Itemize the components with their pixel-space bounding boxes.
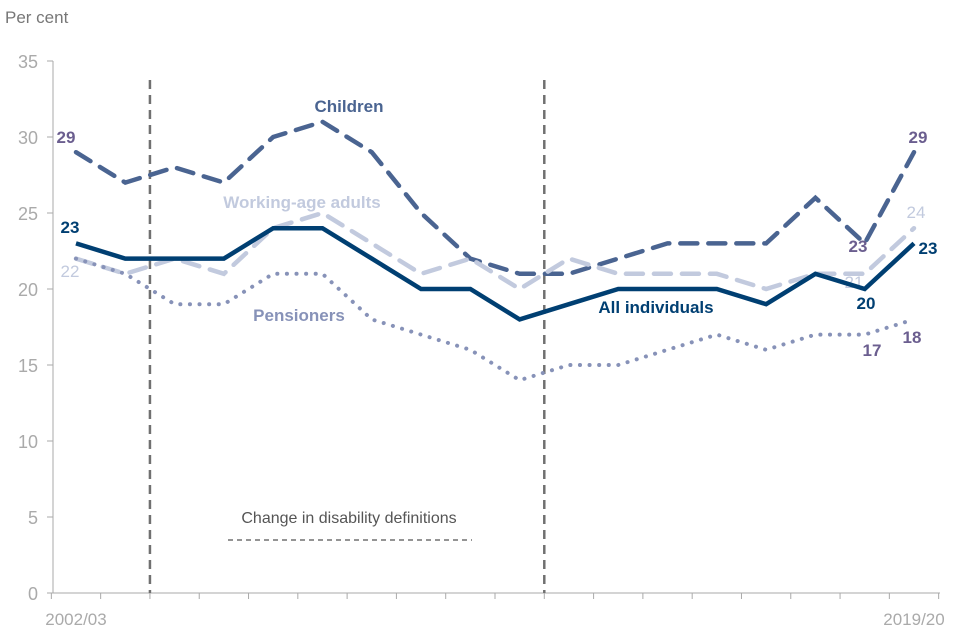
data-label: 29 (909, 128, 928, 147)
data-label: 24 (907, 203, 926, 222)
y-tick-label: 30 (18, 128, 38, 148)
y-tick-label: 0 (28, 584, 38, 604)
y-tick-label: 10 (18, 432, 38, 452)
series-label: Children (315, 97, 384, 116)
y-axis-label: Per cent (5, 8, 69, 27)
data-label: 22 (61, 262, 80, 281)
x-tick-label: 2002/03 (45, 610, 106, 629)
series-label: Pensioners (253, 306, 345, 325)
data-label: 29 (57, 128, 76, 147)
series-line-all-individuals (75, 225, 916, 322)
y-tick-label: 5 (28, 508, 38, 528)
series-line-pensioners (74, 256, 916, 383)
series-line-children (73, 119, 917, 277)
data-label: 20 (857, 294, 876, 313)
data-label: 23 (849, 237, 868, 256)
data-label: 18 (903, 328, 922, 347)
series-label: All individuals (598, 298, 713, 317)
y-tick-label: 15 (18, 356, 38, 376)
x-tick-label: 2019/20 (883, 610, 944, 629)
data-label: 23 (919, 239, 938, 258)
data-label: 17 (863, 341, 882, 360)
series-label: Working-age adults (223, 193, 380, 212)
data-label: 23 (61, 218, 80, 237)
y-tick-label: 35 (18, 52, 38, 72)
series-line-working-age-adults (73, 210, 917, 292)
y-tick-label: 20 (18, 280, 38, 300)
y-tick-label: 25 (18, 204, 38, 224)
annotation-label: Change in disability definitions (241, 510, 456, 527)
